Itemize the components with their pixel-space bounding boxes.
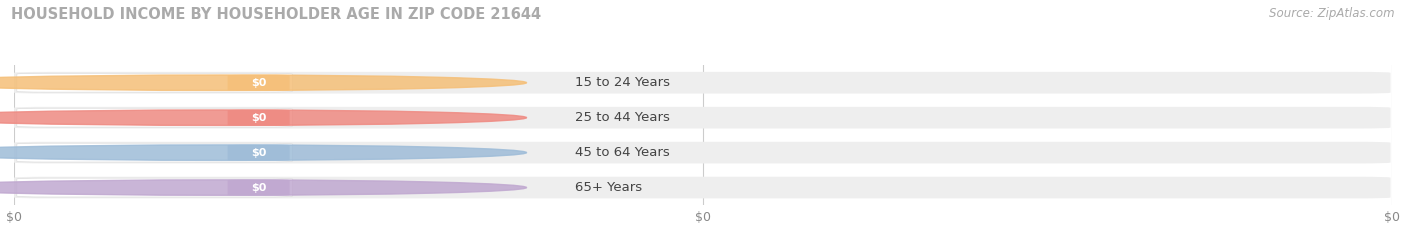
FancyBboxPatch shape	[228, 179, 290, 195]
Text: $0: $0	[250, 113, 266, 123]
Text: $0: $0	[250, 183, 266, 192]
FancyBboxPatch shape	[17, 73, 292, 92]
Text: 45 to 64 Years: 45 to 64 Years	[575, 146, 669, 159]
FancyBboxPatch shape	[17, 178, 292, 197]
Text: Source: ZipAtlas.com: Source: ZipAtlas.com	[1270, 7, 1395, 20]
FancyBboxPatch shape	[17, 143, 292, 162]
Text: $0: $0	[250, 78, 266, 88]
Text: 15 to 24 Years: 15 to 24 Years	[575, 76, 669, 89]
FancyBboxPatch shape	[14, 142, 1391, 164]
Circle shape	[0, 75, 526, 90]
Text: 65+ Years: 65+ Years	[575, 181, 643, 194]
Text: $0: $0	[250, 148, 266, 158]
Circle shape	[0, 180, 526, 195]
FancyBboxPatch shape	[228, 75, 290, 91]
Text: 25 to 44 Years: 25 to 44 Years	[575, 111, 669, 124]
FancyBboxPatch shape	[14, 72, 1391, 93]
FancyBboxPatch shape	[17, 108, 292, 127]
Circle shape	[0, 110, 526, 125]
FancyBboxPatch shape	[14, 177, 1391, 198]
Text: HOUSEHOLD INCOME BY HOUSEHOLDER AGE IN ZIP CODE 21644: HOUSEHOLD INCOME BY HOUSEHOLDER AGE IN Z…	[11, 7, 541, 22]
Circle shape	[0, 145, 526, 160]
FancyBboxPatch shape	[14, 107, 1391, 129]
FancyBboxPatch shape	[228, 110, 290, 126]
FancyBboxPatch shape	[228, 144, 290, 161]
